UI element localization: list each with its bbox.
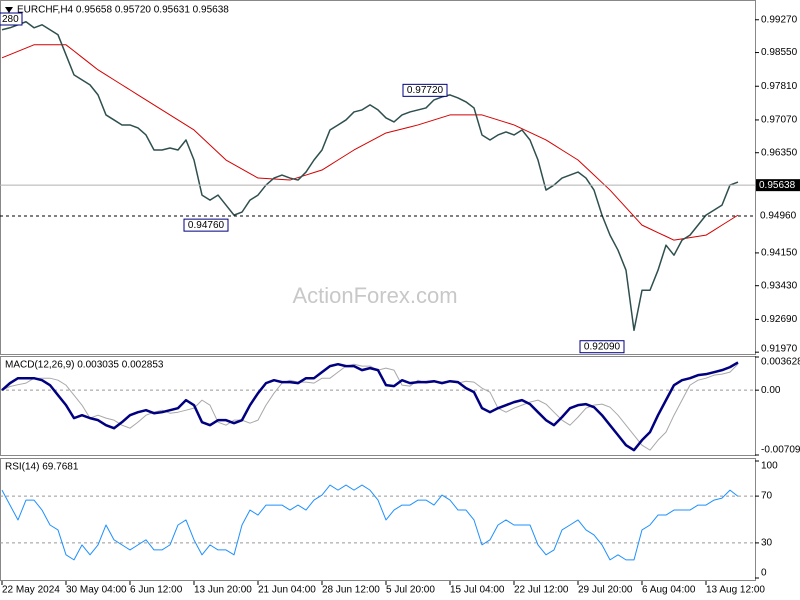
x-tick-label: 6 Aug 04:00 [642, 585, 696, 596]
current-price-label: 0.95638 [759, 180, 796, 191]
x-tick-label: 21 Jun 04:00 [258, 585, 316, 596]
symbol-icon [5, 7, 13, 13]
y-tick-label: 0.92690 [761, 314, 798, 325]
y-tick-label: 0.98550 [761, 47, 798, 58]
series-line [1, 21, 739, 332]
x-tick-label: 6 Jun 12:00 [130, 585, 183, 596]
annotation-box [579, 340, 625, 354]
y-tick-label: 0.99270 [761, 14, 798, 25]
x-tick-label: 22 Jul 12:00 [514, 585, 569, 596]
annotation-box [402, 83, 448, 97]
x-tick-label: 13 Jun 20:00 [194, 585, 252, 596]
level-label-box [757, 210, 799, 223]
series-line [1, 44, 739, 241]
clipped-label: 280 [2, 14, 19, 25]
y-tick-label: 70 [761, 491, 773, 502]
clipped-label-box [0, 12, 23, 26]
x-tick-label: 13 Aug 12:00 [706, 585, 765, 596]
price-title: EURCHF,H4 0.95658 0.95720 0.95631 0.9563… [17, 5, 229, 16]
x-tick-label: 15 Jul 04:00 [450, 585, 505, 596]
y-tick-label: 0.96350 [761, 147, 798, 158]
macd-pane [0, 356, 756, 456]
level-label: 0.94960 [760, 211, 797, 222]
current-price-box [756, 179, 800, 192]
annotation-label: 0.92090 [584, 341, 621, 352]
macd-title: MACD(12,26,9) 0.003035 0.002853 [5, 360, 164, 371]
y-tick-label: 0.003628 [761, 357, 800, 368]
annotation-label: 0.97720 [407, 85, 444, 96]
plots [0, 21, 755, 561]
annotation-label: 0.94760 [188, 220, 225, 231]
series-line [1, 363, 739, 451]
y-tick-label: 0.97070 [761, 115, 798, 126]
y-tick-label: -0.007093 [761, 445, 800, 456]
price-pane [0, 0, 756, 355]
y-tick-label: 0.93430 [761, 280, 798, 291]
y-tick-label: 100 [761, 461, 778, 472]
watermark: ActionForex.com [292, 283, 457, 308]
y-tick-label: 0.00 [761, 385, 781, 396]
y-tick-label: 30 [761, 538, 773, 549]
x-tick-label: 5 Jul 20:00 [386, 585, 435, 596]
series-line [1, 484, 739, 561]
annotation-box [183, 218, 229, 232]
x-tick-label: 30 May 04:00 [66, 585, 127, 596]
x-tick-label: 29 Jul 20:00 [578, 585, 633, 596]
y-tick-label: 0 [761, 568, 767, 579]
rsi-title: RSI(14) 69.7681 [5, 462, 79, 473]
y-tick-label: 0.97810 [761, 81, 798, 92]
series-line [1, 361, 739, 452]
y-tick-label: 0.94150 [761, 248, 798, 259]
x-tick-label: 28 Jun 12:00 [322, 585, 380, 596]
y-tick-label: 0.91970 [761, 344, 798, 355]
x-tick-label: 22 May 2024 [2, 585, 60, 596]
rsi-pane [0, 458, 756, 581]
